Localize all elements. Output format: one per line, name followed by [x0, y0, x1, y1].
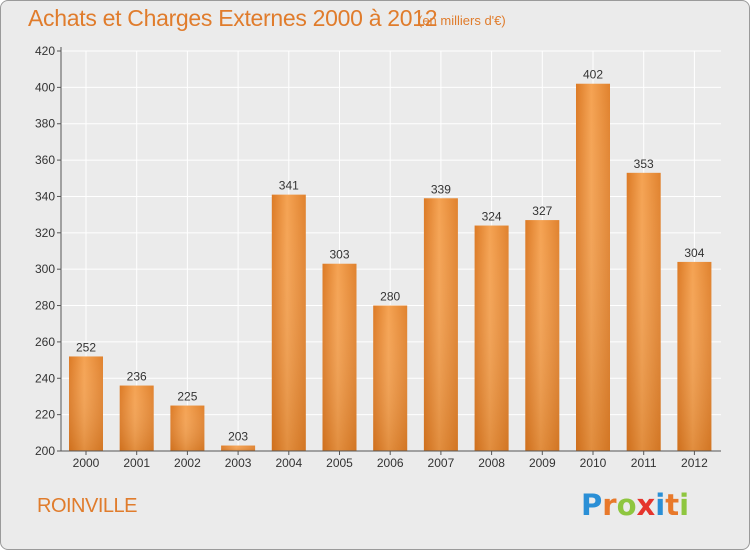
logo-letter: P — [581, 488, 603, 522]
x-tick-label: 2000 — [73, 456, 100, 470]
bar-shade — [69, 356, 103, 451]
chart-subtitle: (en milliers d'€) — [418, 13, 506, 28]
data-label: 304 — [684, 246, 704, 260]
data-label: 339 — [431, 182, 451, 196]
data-label: 341 — [279, 179, 299, 193]
data-label: 303 — [329, 248, 349, 262]
x-tick-label: 2001 — [123, 456, 150, 470]
bar-shade — [221, 445, 256, 451]
x-tick-label: 2004 — [275, 456, 302, 470]
bar-shade — [474, 225, 509, 451]
logo-letter: i — [655, 488, 666, 522]
x-tick-label: 2012 — [681, 456, 708, 470]
y-tick-label: 220 — [35, 408, 55, 422]
data-label: 252 — [76, 340, 96, 354]
data-label: 324 — [482, 210, 502, 224]
y-tick-label: 360 — [35, 153, 55, 167]
bar-shade — [423, 198, 458, 451]
bar-shade — [322, 263, 357, 451]
data-label: 327 — [532, 204, 552, 218]
data-label: 353 — [634, 157, 654, 171]
x-tick-label: 2010 — [580, 456, 607, 470]
proxiti-logo: Proxiti — [581, 488, 689, 522]
y-tick-label: 400 — [35, 80, 55, 94]
y-tick-label: 320 — [35, 226, 55, 240]
data-label: 203 — [228, 430, 248, 444]
bar-shade — [119, 385, 154, 451]
chart-title: Achats et Charges Externes 2000 à 2012 — [28, 5, 438, 31]
logo-letter: r — [602, 488, 617, 522]
commune-name: ROINVILLE — [37, 495, 137, 517]
data-label: 402 — [583, 68, 603, 82]
x-tick-label: 2002 — [174, 456, 201, 470]
bar-shade — [525, 220, 560, 451]
data-label: 236 — [127, 370, 147, 384]
logo-letter: i — [679, 488, 690, 522]
y-tick-label: 260 — [35, 335, 55, 349]
logo-letter: t — [665, 488, 680, 522]
y-tick-label: 340 — [35, 189, 55, 203]
x-tick-label: 2008 — [478, 456, 505, 470]
x-tick-label: 2003 — [225, 456, 252, 470]
logo-letter: x — [636, 488, 656, 522]
data-label: 225 — [177, 390, 197, 404]
bar-shade — [373, 305, 408, 451]
bar-shade — [170, 405, 205, 451]
y-tick-label: 420 — [35, 44, 55, 58]
logo-letter: o — [616, 488, 637, 522]
bar-shade — [677, 261, 712, 451]
bar-shade — [576, 83, 610, 452]
data-label: 280 — [380, 290, 400, 304]
x-tick-label: 2007 — [428, 456, 455, 470]
x-tick-label: 2006 — [377, 456, 404, 470]
data-labels: 252 236 225 203 341 303 280 339 324 327 402 353 304 — [76, 68, 705, 444]
x-tick-label: 2011 — [631, 456, 657, 470]
x-tick-label: 2005 — [326, 456, 353, 470]
axes: 200 220 240 260 280 300 320 340 360 380 400 420 2000… — [35, 44, 721, 470]
bar-shade — [271, 194, 306, 452]
y-tick-label: 240 — [35, 371, 55, 385]
x-tick-label: 2009 — [529, 456, 556, 470]
bars — [69, 83, 712, 452]
y-tick-label: 380 — [35, 117, 55, 131]
y-tick-label: 280 — [35, 299, 55, 313]
y-tick-label: 300 — [35, 262, 55, 276]
bar-shade — [626, 172, 661, 451]
y-tick-label: 200 — [35, 444, 55, 458]
